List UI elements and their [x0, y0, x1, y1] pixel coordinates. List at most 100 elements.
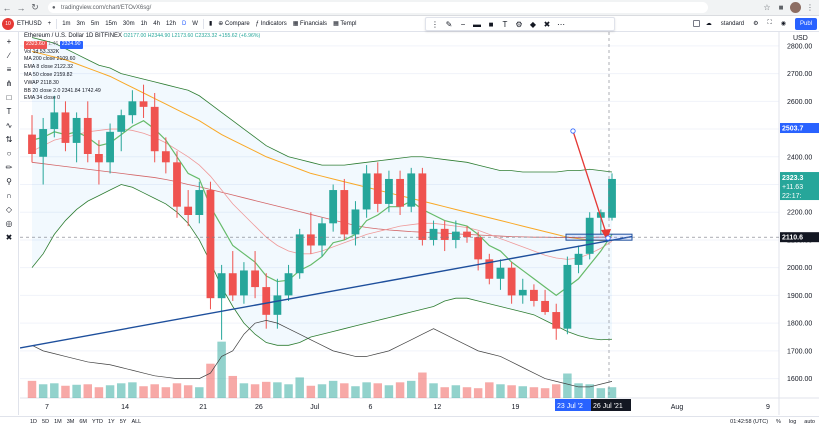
- fullscreen-icon[interactable]: ⛶: [767, 20, 772, 26]
- interval-12h[interactable]: 12h: [165, 20, 176, 27]
- interval-3m[interactable]: 3m: [76, 20, 85, 27]
- range-1Y[interactable]: 1Y: [107, 419, 115, 425]
- line-width-icon[interactable]: ▬: [473, 19, 481, 29]
- range-ALL[interactable]: ALL: [131, 419, 142, 425]
- address-bar[interactable]: ● tradingview.com/chart/ETOvX6sg/: [48, 2, 708, 13]
- selection-rectangle[interactable]: [565, 233, 633, 241]
- templates-button[interactable]: ▦ Templ: [330, 16, 359, 32]
- layout-name[interactable]: standard: [720, 20, 745, 27]
- range-YTD[interactable]: YTD: [91, 419, 103, 425]
- interval-4h[interactable]: 4h: [153, 20, 160, 27]
- text-icon[interactable]: T: [502, 19, 508, 29]
- lock-drawings-icon[interactable]: ◇: [5, 205, 13, 214]
- range-5D[interactable]: 5D: [42, 419, 50, 425]
- settings-icon[interactable]: ⚙: [753, 21, 759, 27]
- interval-1m[interactable]: 1m: [62, 20, 71, 27]
- ruler-icon[interactable]: ✏: [5, 163, 13, 172]
- indicator-row[interactable]: MA 200 close 2109.60: [24, 56, 76, 63]
- arrow-line[interactable]: [572, 130, 608, 237]
- fib-icon[interactable]: ≡: [6, 65, 12, 74]
- publish-button[interactable]: Publ: [795, 18, 817, 30]
- interval-15m[interactable]: 15m: [105, 20, 117, 27]
- prediction-icon[interactable]: ⇅: [5, 135, 13, 144]
- interval-W[interactable]: W: [192, 20, 198, 27]
- cloud-icon[interactable]: ☁: [705, 21, 712, 27]
- arrow-anchor-end[interactable]: [605, 235, 611, 241]
- left-toolbar: + ∕ ≡ ⋔ □ T ∿ ⇅ ○ ✏ ⚲ ∩ ◇ ◎ ✖: [0, 32, 19, 415]
- trash-icon[interactable]: ✖: [5, 233, 13, 242]
- toolbar-right: ☁ standard ⚙ ⛶ ◉: [692, 16, 819, 32]
- candle-body: [474, 237, 483, 260]
- compare-button[interactable]: ⊕ Compare: [215, 16, 252, 32]
- legend-title: Ethereum / U.S. Dollar 1D BITFINEX: [24, 33, 123, 39]
- currency-label[interactable]: USD: [793, 35, 808, 42]
- volume-bar: [139, 386, 148, 398]
- magnet-icon[interactable]: ∩: [6, 191, 12, 200]
- range-6M[interactable]: 6M: [79, 419, 87, 425]
- forward-icon[interactable]: →: [16, 2, 26, 13]
- profile-avatar[interactable]: [790, 2, 801, 13]
- time-highlight-end: [591, 399, 631, 411]
- reload-icon[interactable]: ↻: [31, 2, 39, 12]
- volume-bar: [284, 384, 293, 398]
- auto-toggle[interactable]: auto: [804, 419, 815, 425]
- pattern-icon[interactable]: ∿: [5, 121, 13, 130]
- percent-toggle[interactable]: %: [776, 419, 781, 425]
- add-symbol-icon[interactable]: +: [47, 20, 52, 27]
- range-1M[interactable]: 1M: [54, 419, 62, 425]
- checkbox-icon[interactable]: [692, 20, 700, 27]
- back-icon[interactable]: ←: [2, 2, 12, 13]
- pitchfork-icon[interactable]: ⋔: [5, 79, 13, 88]
- indicator-row[interactable]: EMA 8 close 2122.32: [24, 64, 74, 71]
- time-axis-label: 6: [369, 404, 373, 411]
- zoom-icon[interactable]: ⚲: [6, 177, 12, 186]
- indicator-row[interactable]: EMA 34 close 0: [24, 95, 61, 102]
- crosshair-icon[interactable]: +: [6, 37, 12, 46]
- more-icon[interactable]: ⋯: [557, 19, 565, 29]
- indicators-button[interactable]: ƒ Indicators: [253, 16, 290, 32]
- indicator-row[interactable]: VWAP 2118.30: [24, 79, 59, 86]
- buy-price[interactable]: 2324.90: [59, 40, 83, 49]
- menu-dots-icon[interactable]: ⋮: [806, 2, 814, 12]
- financials-button[interactable]: ▦ Financials: [290, 16, 330, 32]
- notification-badge[interactable]: 10: [2, 17, 14, 30]
- indicator-row[interactable]: BB 20 close 2.0 2341.84 1742.49: [24, 87, 101, 94]
- candle-body: [396, 178, 404, 207]
- line-style-icon[interactable]: −: [460, 19, 466, 29]
- range-3M[interactable]: 3M: [66, 419, 75, 425]
- camera-icon[interactable]: ◉: [780, 21, 786, 27]
- volume-bar: [585, 384, 594, 398]
- range-5Y[interactable]: 5Y: [119, 419, 127, 425]
- eye-icon[interactable]: ◎: [5, 219, 13, 228]
- pencil-icon[interactable]: ✎: [445, 19, 453, 29]
- extension-icon[interactable]: ■: [778, 2, 784, 12]
- interval-D[interactable]: D: [181, 20, 187, 27]
- candle-body: [284, 273, 293, 296]
- clock[interactable]: 01:42:58 (UTC): [730, 419, 769, 425]
- log-toggle[interactable]: log: [788, 419, 797, 425]
- interval-30m[interactable]: 30m: [122, 20, 135, 27]
- range-1D[interactable]: 1D: [30, 419, 38, 425]
- chart-type-icon[interactable]: ▮: [208, 21, 213, 27]
- interval-5m[interactable]: 5m: [90, 20, 100, 27]
- color-icon[interactable]: ■: [488, 19, 494, 29]
- price-tag-upper-bg: [780, 123, 819, 134]
- circle-icon[interactable]: ○: [6, 149, 12, 158]
- sell-price[interactable]: 2323.60: [24, 40, 47, 49]
- interval-1h[interactable]: 1h: [140, 20, 148, 27]
- symbol-search[interactable]: ETHUSD: [17, 20, 42, 27]
- rectangle-icon[interactable]: □: [6, 93, 12, 102]
- drag-handle-icon[interactable]: ⋮: [431, 19, 439, 29]
- indicator-row[interactable]: MA 50 close 2159.82: [24, 71, 73, 78]
- indicator-row[interactable]: Vol 1d 53.332K: [24, 48, 60, 55]
- plot-area[interactable]: [20, 37, 633, 398]
- candle-body: [530, 289, 538, 301]
- trash-icon[interactable]: ✖: [543, 19, 551, 29]
- star-icon[interactable]: ☆: [763, 2, 771, 12]
- text-tool-icon[interactable]: T: [6, 107, 12, 116]
- settings-icon[interactable]: ⚙: [515, 19, 523, 29]
- arrow-anchor-start[interactable]: [570, 128, 576, 134]
- trendline-icon[interactable]: ∕: [8, 51, 10, 60]
- lock-icon[interactable]: ◆: [529, 19, 537, 29]
